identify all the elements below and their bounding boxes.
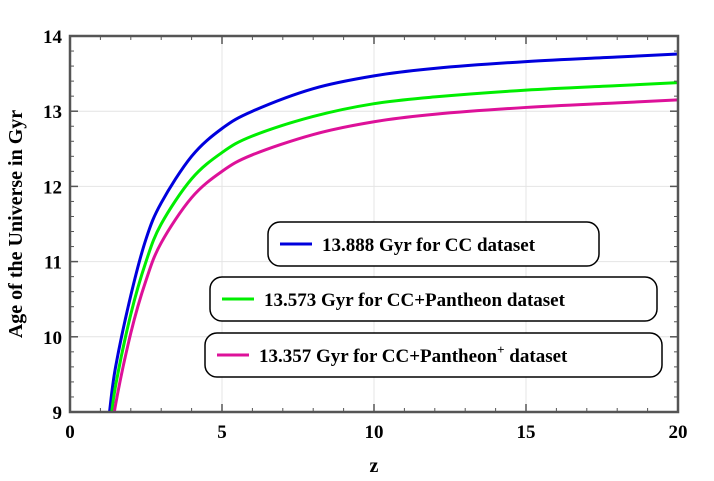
axis-ticks: 0 5 10 15 20 9 10 11 12 13 14 [43,27,688,443]
y-tick-label: 10 [43,328,62,349]
legend-label-main: 13.888 Gyr for CC dataset [322,235,536,256]
series-line-1 [108,52,678,412]
legend: 13.888 Gyr for CC dataset 13.573 Gyr for … [204,221,663,378]
series-line-2 [110,81,678,412]
legend-box [209,276,658,322]
legend-label-main: 13.573 Gyr for CC+Pantheon dataset [264,290,566,311]
legend-box [204,332,663,378]
x-tick-label: 5 [217,422,227,443]
legend-label: 13.888 Gyr for CC dataset [322,235,536,256]
y-tick-label: 9 [53,403,63,424]
legend-entry-2: 13.573 Gyr for CC+Pantheon dataset [209,276,658,322]
legend-box [267,221,600,267]
legend-entry-1: 13.888 Gyr for CC dataset [267,221,600,267]
y-tick-label: 13 [43,102,62,123]
legend-entry-3: 13.357 Gyr for CC+Pantheon+ dataset [204,332,663,378]
legend-label-tail: dataset [505,346,568,367]
y-tick-label: 11 [44,253,62,274]
x-tick-label: 0 [65,422,75,443]
y-tick-label: 14 [43,27,63,48]
legend-label-main: 13.357 Gyr for CC+Pantheon [259,346,498,367]
legend-label-superscript: + [497,342,504,357]
series-lines [108,52,678,412]
y-axis-label: Age of the Universe in Gyr [5,110,27,338]
x-tick-label: 10 [365,422,384,443]
legend-label: 13.357 Gyr for CC+Pantheon+ dataset [259,342,568,367]
y-tick-label: 12 [43,177,62,198]
x-tick-label: 20 [669,422,688,443]
x-axis-label: z [370,455,379,477]
legend-label: 13.573 Gyr for CC+Pantheon dataset [264,290,566,311]
series-line-3 [112,98,678,412]
x-tick-label: 15 [517,422,536,443]
